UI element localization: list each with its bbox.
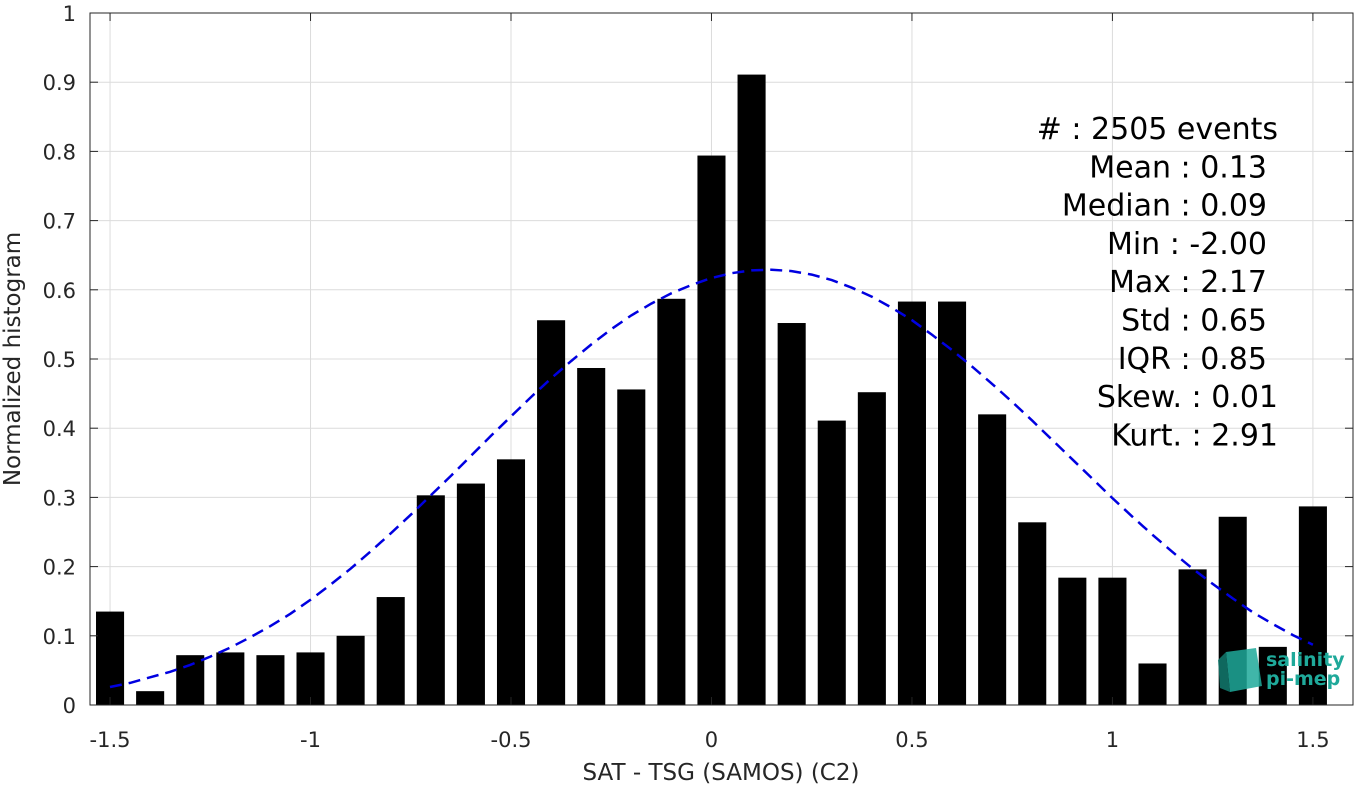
histogram-bar: [376, 597, 405, 705]
histogram-bar: [737, 74, 766, 705]
histogram-bar: [1178, 569, 1207, 705]
histogram-bar: [416, 495, 445, 705]
y-tick-label: 0.2: [43, 556, 76, 580]
stat-line: # : 2505 events: [1037, 112, 1278, 147]
axis-ticks: [90, 12, 1353, 706]
histogram-bar: [857, 392, 886, 705]
stat-line: Skew. : 0.01: [1097, 380, 1278, 415]
salinity-pi-mep-logo: salinity pi-mep: [1218, 648, 1345, 692]
histogram-bar: [1138, 663, 1167, 705]
x-tick-label: -1: [300, 728, 321, 752]
histogram-bar: [1058, 577, 1087, 705]
stat-line: Mean : 0.13: [1089, 150, 1267, 185]
y-tick-label: 0.3: [43, 486, 76, 510]
histogram-bar: [938, 301, 967, 705]
histogram-bar: [978, 414, 1007, 705]
stat-line: IQR : 0.85: [1118, 342, 1267, 377]
x-tick-label: 1: [1106, 728, 1119, 752]
histogram-bar: [1258, 646, 1287, 705]
y-tick-label: 1: [63, 2, 76, 26]
stat-line: Median : 0.09: [1062, 189, 1267, 224]
normal-fit-curve: [109, 268, 1314, 689]
logo-text-line1: salinity: [1266, 649, 1345, 671]
y-tick-label: 0.5: [43, 348, 76, 372]
stat-line: Std : 0.65: [1121, 304, 1267, 339]
stat-line: Min : -2.00: [1107, 227, 1267, 262]
y-tick-label: 0: [63, 694, 76, 718]
histogram-bar: [456, 483, 485, 705]
logo-cube-shade-icon: [1218, 652, 1230, 692]
logo-cube-icon: [1226, 648, 1262, 692]
histogram-bar: [1098, 577, 1127, 705]
histogram-bar: [657, 298, 686, 705]
histogram-bar: [777, 323, 806, 705]
histogram-bar: [1018, 522, 1047, 705]
x-tick-label: 0: [705, 728, 718, 752]
y-tick-label: 0.8: [43, 140, 76, 164]
histogram-bar: [577, 367, 606, 705]
y-tick-label: 0.1: [43, 625, 76, 649]
histogram-bar: [537, 320, 566, 705]
histogram-bars: [96, 74, 1327, 705]
y-tick-label: 0.7: [43, 210, 76, 234]
stat-line: Kurt. : 2.91: [1111, 418, 1278, 453]
x-tick-label: -0.5: [491, 728, 532, 752]
histogram-bar: [296, 652, 325, 705]
histogram-bar: [136, 691, 165, 705]
histogram-bar: [897, 301, 926, 705]
histogram-bar: [256, 655, 285, 705]
y-tick-label: 0.9: [43, 71, 76, 95]
histogram-bar: [697, 155, 726, 705]
histogram-bar: [817, 420, 846, 705]
x-tick-label: 0.5: [895, 728, 928, 752]
histogram-bar: [336, 635, 365, 705]
x-tick-label: -1.5: [90, 728, 131, 752]
y-tick-label: 0.4: [43, 417, 76, 441]
histogram-bar: [1298, 506, 1327, 705]
y-tick-labels: 0 0.1 0.2 0.3 0.4 0.5 0.6 0.7 0.8 0.9 1: [43, 2, 76, 718]
histogram-bar: [96, 611, 125, 705]
y-axis-label: Normalized histogram: [0, 232, 26, 486]
histogram-bar: [216, 652, 245, 705]
logo-text-line2: pi-mep: [1266, 668, 1340, 690]
x-axis-label: SAT - TSG (SAMOS) (C2): [583, 760, 860, 785]
histogram-bar: [496, 459, 526, 705]
x-tick-label: 1.5: [1296, 728, 1329, 752]
histogram-bar: [617, 389, 646, 705]
y-tick-label: 0.6: [43, 279, 76, 303]
x-tick-labels: -1.5 -1 -0.5 0 0.5 1 1.5: [90, 728, 1330, 752]
stat-line: Max : 2.17: [1109, 265, 1267, 300]
histogram-bar: [176, 655, 205, 705]
